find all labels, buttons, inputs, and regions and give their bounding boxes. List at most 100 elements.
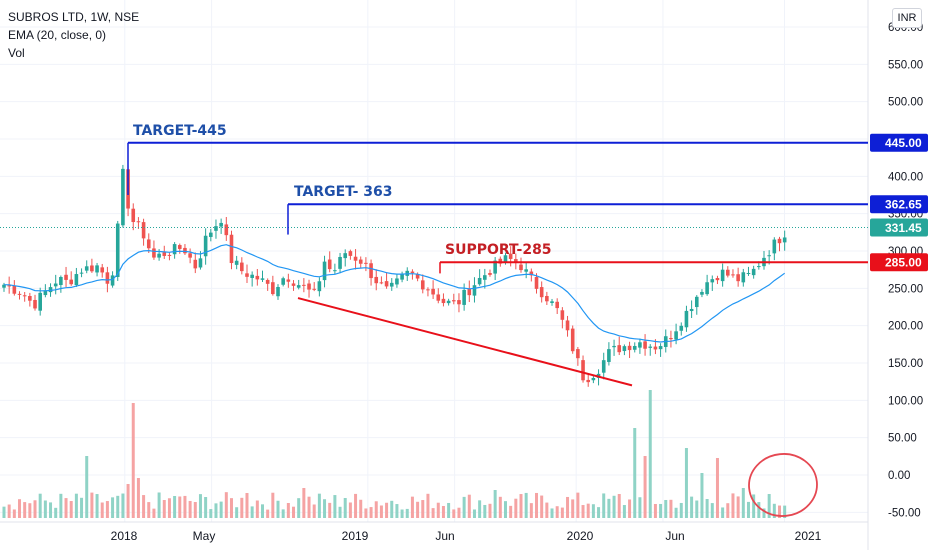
candle-body [529, 271, 534, 276]
candle-body [420, 280, 425, 290]
candle-body [741, 272, 746, 283]
price-tick-label: 500.00 [888, 97, 923, 109]
candle-body [12, 285, 17, 294]
price-label-last[interactable]: 331.45 [885, 221, 922, 235]
candle-body [467, 288, 472, 296]
volume-bar [276, 500, 280, 518]
candle-body [679, 325, 684, 331]
volume-bar [778, 505, 781, 518]
volume-bar [767, 494, 771, 518]
volume-bar [85, 456, 89, 518]
volume-bar [659, 503, 663, 518]
time-tick-label: 2021 [795, 529, 822, 543]
volume-bar [183, 495, 187, 518]
candle-body [534, 277, 539, 289]
volume-bar [612, 495, 616, 518]
volume-bar [54, 507, 58, 518]
volume-bar [23, 502, 27, 518]
candle-body [622, 346, 627, 352]
price-label-445[interactable]: 445.00 [885, 136, 922, 150]
price-label-285[interactable]: 285.00 [885, 256, 922, 270]
volume-bar [111, 497, 115, 518]
volume-bar [219, 501, 223, 518]
candle-body [451, 300, 456, 302]
candle-body [560, 310, 565, 320]
volume-bar [633, 428, 637, 518]
candle-body [457, 300, 461, 305]
volume-bar [457, 507, 461, 518]
candle-body [33, 299, 37, 309]
volume-bar [121, 493, 125, 518]
candle-body [576, 349, 580, 359]
volume-bar [653, 503, 657, 518]
volume-bar [354, 493, 358, 518]
candle-body [648, 346, 653, 348]
price-tick-label: 300.00 [888, 246, 923, 258]
ema-line[interactable] [3, 244, 786, 343]
candle-body [374, 276, 379, 284]
volume-bar [188, 500, 192, 518]
volume-bar [193, 502, 197, 518]
volume-bar [762, 508, 766, 518]
chart-legend: SUBROS LTD, 1W, NSE EMA (20, close, 0) V… [8, 8, 139, 62]
volume-bar [416, 501, 420, 518]
legend-vol[interactable]: Vol [8, 46, 25, 60]
candle-body [157, 253, 161, 258]
candle-body [2, 284, 6, 288]
candle-body [146, 239, 151, 249]
candle-body [271, 282, 275, 295]
candle-body [700, 291, 704, 295]
candle-body [250, 274, 254, 278]
volume-bar [235, 507, 239, 518]
volume-bar [131, 403, 135, 518]
price-label-362[interactable]: 362.65 [885, 198, 922, 212]
legend-symbol[interactable]: SUBROS LTD, 1W, NSE [8, 10, 140, 24]
volume-bar [312, 504, 316, 518]
volume-bar [410, 496, 414, 518]
candle-body [653, 346, 658, 350]
candle-body [674, 331, 678, 340]
volume-bar [622, 505, 626, 518]
volume-bar [224, 492, 228, 518]
candle-body [586, 379, 591, 383]
volume-bar [431, 508, 435, 518]
candle-body [550, 301, 554, 303]
candle-body [22, 295, 27, 297]
candle-body [353, 256, 358, 261]
volume-bar [292, 506, 296, 518]
volume-bar [100, 502, 104, 518]
volume-bar [462, 496, 466, 518]
candle-body [43, 290, 48, 296]
volume-bar [648, 390, 652, 518]
time-tick-label: 2019 [342, 529, 369, 543]
volume-bar [607, 498, 611, 518]
legend-ema[interactable]: EMA (20, close, 0) [8, 28, 107, 42]
volume-bar [250, 506, 254, 518]
volume-bar [741, 488, 745, 518]
volume-bar [535, 492, 539, 518]
volume-bar [43, 500, 47, 518]
candle-body [131, 208, 136, 223]
volume-bar [700, 473, 704, 518]
candle-body [338, 256, 342, 269]
currency-button[interactable]: INR [892, 8, 922, 28]
volume-bar [617, 494, 621, 518]
volume-bar [643, 456, 647, 518]
descending-trendline[interactable] [297, 297, 633, 387]
candle-body [183, 247, 187, 254]
volume-bar [198, 494, 202, 518]
candle-body [364, 262, 368, 264]
volume-bar [64, 498, 68, 518]
volume-bar [529, 503, 533, 518]
price-label-445-bg [870, 133, 928, 152]
candle-body [343, 253, 348, 259]
candle-body [736, 274, 740, 282]
candle-body [141, 222, 146, 239]
volume-bar [173, 496, 177, 518]
volume-bar [271, 492, 275, 518]
volume-bar [426, 493, 430, 518]
candle-body [229, 234, 234, 264]
candle-body [777, 238, 782, 244]
volume-bar [323, 499, 327, 518]
